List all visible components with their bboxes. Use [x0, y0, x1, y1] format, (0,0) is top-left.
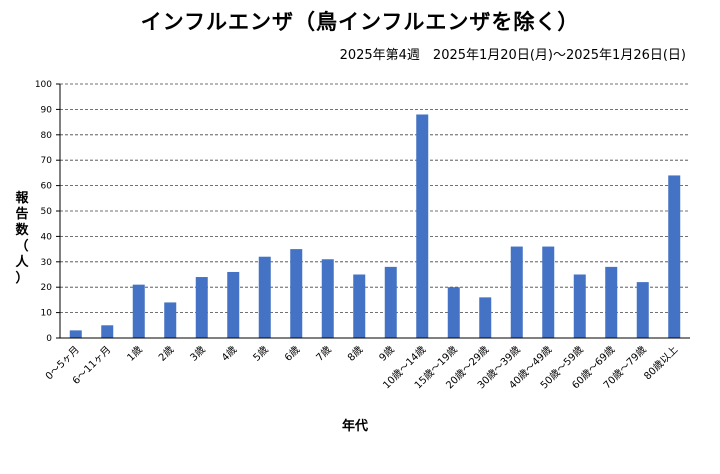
- bar: [416, 114, 429, 338]
- bar: [542, 246, 555, 338]
- x-tick-label: 2歳: [156, 344, 176, 364]
- y-tick-label: 30: [41, 258, 53, 268]
- y-axis-label-char: ）: [15, 270, 28, 286]
- gridlines: [60, 83, 690, 314]
- y-axis-label: 報告数（人）: [15, 190, 29, 286]
- x-tick-label: 80歳以上: [642, 344, 681, 383]
- bar: [164, 302, 177, 338]
- x-tick-label: 4歳: [219, 344, 239, 364]
- x-tick-label: 7歳: [314, 344, 334, 364]
- x-tick-label: 5歳: [251, 344, 271, 364]
- bars: [69, 114, 681, 338]
- bar: [384, 266, 397, 338]
- y-axis-label-char: 告: [15, 206, 28, 222]
- y-tick-label: 10: [41, 309, 53, 319]
- y-axis-label-char: （: [15, 238, 28, 254]
- y-axis-ticks: 0 10 20 30 40 50 60 70 80 90 100: [35, 80, 60, 344]
- bar: [510, 246, 523, 338]
- y-tick-label: 100: [35, 80, 52, 90]
- bar: [636, 282, 649, 338]
- bar: [290, 249, 303, 338]
- y-tick-label: 90: [41, 105, 53, 115]
- bar: [101, 325, 114, 338]
- bar: [195, 277, 208, 338]
- bar: [321, 259, 334, 338]
- x-tick-label: 9歳: [377, 344, 397, 364]
- chart-subtitle: 2025年第4週 2025年1月20日(月)〜2025年1月26日(日): [339, 48, 686, 63]
- y-tick-label: 80: [41, 131, 53, 141]
- y-axis-label-char: 報: [15, 190, 29, 206]
- bar: [668, 175, 681, 338]
- bar: [353, 274, 366, 338]
- y-tick-label: 70: [41, 156, 53, 166]
- bar: [132, 284, 145, 338]
- x-tick-label: 8歳: [345, 344, 365, 364]
- y-tick-label: 50: [41, 207, 53, 217]
- chart-title: インフルエンザ（鳥インフルエンザを除く）: [140, 10, 580, 34]
- bar: [447, 287, 460, 338]
- y-axis-label-char: 数: [15, 222, 29, 238]
- y-tick-label: 40: [41, 232, 53, 242]
- axes: [59, 84, 690, 339]
- y-tick-label: 60: [41, 182, 53, 192]
- x-tick-label: 6歳: [282, 344, 302, 364]
- y-axis-label-char: 人: [15, 254, 29, 270]
- y-tick-label: 0: [46, 334, 52, 344]
- bar: [573, 274, 586, 338]
- bar: [479, 297, 492, 338]
- bar: [227, 271, 240, 338]
- x-tick-label: 1歳: [125, 344, 145, 364]
- bar: [69, 330, 82, 338]
- bar: [605, 266, 618, 338]
- x-axis-label: 年代: [342, 418, 368, 434]
- x-tick-label: 3歳: [188, 344, 208, 364]
- bar: [258, 256, 271, 338]
- y-tick-label: 20: [41, 283, 53, 293]
